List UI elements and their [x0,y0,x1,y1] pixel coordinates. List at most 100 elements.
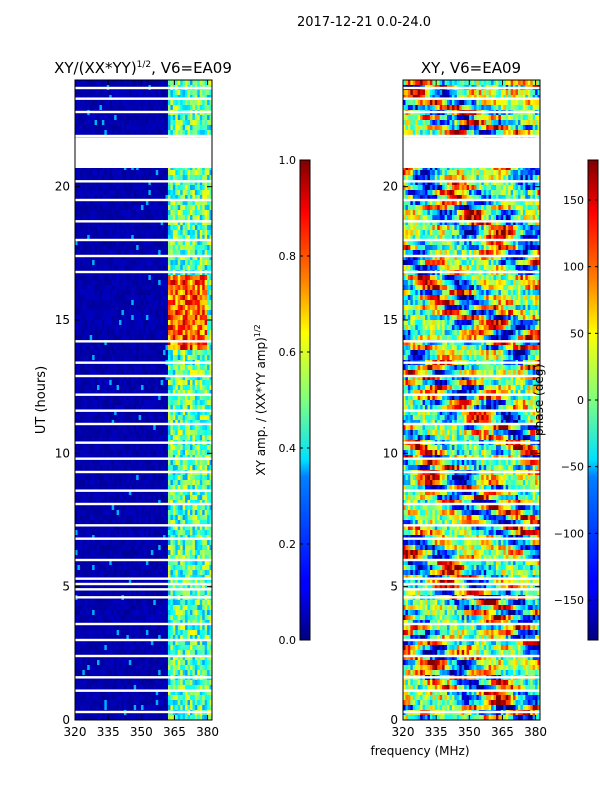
heatmap-cell [209,310,212,316]
heatmap-cell [199,350,203,356]
heatmap-cell [128,520,132,526]
heatmap-cell [75,335,79,341]
heatmap-cell [126,370,130,376]
heatmap-cell [92,430,96,436]
heatmap-cell [106,245,110,251]
heatmap-cell [136,310,140,316]
heatmap-cell [89,310,93,316]
heatmap-cell [180,395,184,401]
heatmap-cell [101,460,105,466]
heatmap-cell [150,405,154,411]
heatmap-cell [209,115,212,121]
heatmap-cell [172,395,176,401]
heatmap-cell [150,185,154,191]
heatmap-cell [167,445,172,451]
heatmap-cell [150,205,154,211]
heatmap-cell [94,380,98,386]
heatmap-cell [207,450,211,456]
heatmap-cell [133,260,137,266]
heatmap-cell [133,505,137,511]
heatmap-cell [194,415,198,421]
heatmap-cell [143,365,147,371]
heatmap-cell [82,525,86,531]
heatmap-cell [155,475,159,481]
heatmap-cell [175,230,179,236]
heatmap-cell [202,345,206,351]
heatmap-cell [114,250,118,256]
heatmap-cell [187,175,191,181]
heatmap-cell [160,495,164,501]
heatmap-cell [165,495,169,501]
heatmap-cell [175,185,179,191]
heatmap-cell [182,335,186,341]
heatmap-cell [89,335,93,341]
heatmap-cell [145,280,149,286]
heatmap-cell [160,310,164,316]
heatmap-cell [109,435,113,441]
heatmap-cell [143,265,147,271]
heatmap-cell [123,510,127,516]
heatmap-cell [202,405,206,411]
heatmap-cell [128,170,132,176]
heatmap-cell [84,275,88,281]
heatmap-cell [202,380,206,386]
heatmap-cell [82,350,86,356]
heatmap-cell [77,130,81,136]
heatmap-cell [119,170,123,176]
heatmap-cell [128,410,132,416]
heatmap-cell [77,225,81,231]
heatmap-cell [182,310,186,316]
heatmap-cell [82,445,86,451]
heatmap-cell [94,90,98,96]
heatmap-cell [136,200,140,206]
heatmap-cell [126,240,130,246]
heatmap-cell [180,460,184,466]
heatmap-cell [111,450,115,456]
heatmap-cell [136,385,140,391]
heatmap-cell [185,450,189,456]
heatmap-cell [177,210,181,216]
heatmap-cell [148,410,152,416]
heatmap-cell [79,415,83,421]
heatmap-cell [87,365,91,371]
heatmap-cell [148,460,152,466]
heatmap-cell [121,260,125,266]
heatmap-cell [77,390,81,396]
heatmap-cell [163,240,167,246]
heatmap-cell [84,230,88,236]
heatmap-cell [204,125,208,131]
heatmap-cell [131,195,135,201]
heatmap-cell [126,105,130,111]
heatmap-cell [209,325,212,331]
heatmap-cell [187,255,191,261]
heatmap-cell [111,105,115,111]
heatmap-cell [126,310,130,316]
heatmap-cell [87,405,91,411]
heatmap-cell [79,475,83,481]
heatmap-cell [89,200,93,206]
heatmap-cell [133,190,137,196]
heatmap-cell [163,90,167,96]
heatmap-cell [128,200,132,206]
heatmap-cell [170,275,174,281]
heatmap-cell [155,250,159,256]
heatmap-cell [84,450,88,456]
heatmap-cell [126,355,130,361]
heatmap-cell [121,125,125,131]
heatmap-cell [153,435,157,441]
heatmap-cell [97,235,101,241]
heatmap-cell [165,185,169,191]
heatmap-cell [204,250,208,256]
heatmap-cell [153,125,157,131]
heatmap-cell [177,445,181,451]
heatmap-cell [167,240,172,246]
heatmap-cell [89,130,93,136]
heatmap-cell [194,190,198,196]
heatmap-cell [141,335,145,341]
heatmap-cell [187,490,191,496]
heatmap-cell [145,380,149,386]
heatmap-cell [160,80,164,86]
heatmap-cell [189,115,194,121]
heatmap-cell [75,435,79,441]
heatmap-cell [92,475,96,481]
